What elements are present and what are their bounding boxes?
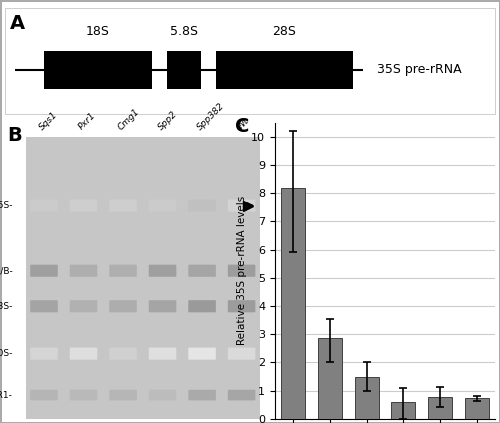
- FancyBboxPatch shape: [149, 265, 176, 277]
- Bar: [392, 402, 415, 419]
- FancyBboxPatch shape: [188, 348, 216, 360]
- FancyBboxPatch shape: [149, 300, 176, 312]
- FancyBboxPatch shape: [228, 265, 256, 277]
- Text: Wt: Wt: [235, 116, 250, 132]
- Text: B: B: [8, 126, 22, 145]
- Text: 5.8S: 5.8S: [170, 25, 198, 38]
- Text: 35S pre-rRNA: 35S pre-rRNA: [378, 63, 462, 76]
- FancyBboxPatch shape: [228, 390, 256, 401]
- FancyBboxPatch shape: [70, 200, 98, 212]
- Y-axis label: Relative 35S pre-rRNA levels: Relative 35S pre-rRNA levels: [237, 196, 247, 345]
- FancyBboxPatch shape: [30, 348, 58, 360]
- FancyBboxPatch shape: [166, 51, 201, 89]
- FancyBboxPatch shape: [70, 265, 98, 277]
- FancyBboxPatch shape: [188, 390, 216, 401]
- FancyBboxPatch shape: [216, 51, 353, 89]
- FancyBboxPatch shape: [30, 200, 58, 212]
- Text: 18S: 18S: [86, 25, 110, 38]
- Text: Spp382: Spp382: [196, 101, 226, 132]
- FancyBboxPatch shape: [30, 390, 58, 401]
- Text: scR1-: scR1-: [0, 390, 13, 400]
- Text: 35S-: 35S-: [0, 201, 13, 210]
- FancyBboxPatch shape: [44, 51, 152, 89]
- FancyBboxPatch shape: [110, 265, 137, 277]
- Text: Cmg1: Cmg1: [116, 107, 142, 132]
- Text: Pxr1: Pxr1: [77, 111, 98, 132]
- FancyBboxPatch shape: [188, 300, 216, 312]
- Bar: [318, 338, 342, 419]
- Text: Spp2: Spp2: [156, 109, 179, 132]
- Text: C: C: [236, 117, 250, 136]
- Bar: [282, 187, 305, 419]
- Text: 20S-: 20S-: [0, 349, 13, 358]
- Bar: [465, 398, 488, 419]
- FancyBboxPatch shape: [110, 390, 137, 401]
- Text: 27SA/B-: 27SA/B-: [0, 266, 13, 275]
- FancyBboxPatch shape: [110, 200, 137, 212]
- FancyBboxPatch shape: [149, 348, 176, 360]
- FancyBboxPatch shape: [228, 348, 256, 360]
- FancyBboxPatch shape: [149, 390, 176, 401]
- FancyBboxPatch shape: [228, 300, 256, 312]
- Text: 23S-: 23S-: [0, 302, 13, 311]
- FancyBboxPatch shape: [30, 265, 58, 277]
- FancyBboxPatch shape: [188, 265, 216, 277]
- FancyBboxPatch shape: [110, 348, 137, 360]
- FancyBboxPatch shape: [70, 390, 98, 401]
- FancyBboxPatch shape: [70, 348, 98, 360]
- Bar: [428, 397, 452, 419]
- Bar: [355, 377, 378, 419]
- FancyBboxPatch shape: [149, 200, 176, 212]
- Text: A: A: [10, 14, 25, 33]
- Text: Sqs1: Sqs1: [38, 110, 60, 132]
- Text: 28S: 28S: [272, 25, 296, 38]
- FancyBboxPatch shape: [188, 200, 216, 212]
- FancyBboxPatch shape: [30, 300, 58, 312]
- FancyBboxPatch shape: [110, 300, 137, 312]
- FancyBboxPatch shape: [228, 200, 256, 212]
- FancyBboxPatch shape: [70, 300, 98, 312]
